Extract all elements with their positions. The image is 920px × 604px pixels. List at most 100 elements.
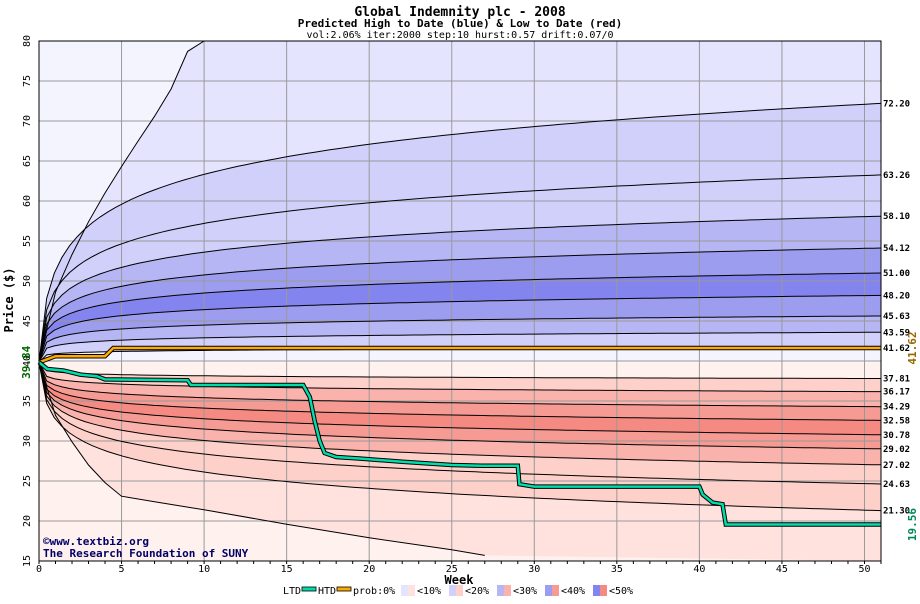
- band-lower-3: [39, 362, 881, 435]
- end-label-45.63: 45.63: [883, 312, 910, 322]
- upper-curve-72.20: [38, 102, 882, 363]
- end-label-24.63: 24.63: [883, 480, 910, 490]
- y-tick-label: 55: [22, 235, 33, 247]
- outer-upper-curve: [38, 40, 205, 363]
- end-label-32.58: 32.58: [883, 416, 910, 426]
- x-tick-label: 50: [858, 564, 870, 575]
- upper-curve-58.10: [38, 215, 882, 363]
- y-tick-label: 35: [22, 395, 33, 407]
- ltd-end-label: 19.56: [906, 508, 919, 541]
- y-tick-label: 65: [22, 155, 33, 167]
- x-tick-label: 25: [446, 564, 458, 575]
- band-lower-7: [39, 362, 881, 511]
- credit-org: The Research Foundation of SUNY: [43, 547, 249, 560]
- x-tick-label: 10: [198, 564, 210, 575]
- lower-curve-37.81: [38, 361, 881, 379]
- end-label-54.12: 54.12: [883, 244, 910, 254]
- upper-curve-51.00: [38, 272, 882, 363]
- lower-curve-24.63: [38, 362, 882, 485]
- lower-curve-30.78: [38, 362, 882, 436]
- lower-curve-36.17: [38, 362, 881, 393]
- legend-prob-label: prob:0%: [353, 586, 395, 597]
- legend-swatch-blue: [401, 585, 408, 596]
- band-upper-6: [39, 316, 881, 363]
- end-label-63.26: 63.26: [883, 171, 910, 181]
- upper-curve-45.63: [38, 315, 881, 363]
- legend-item-label: <20%: [465, 586, 489, 597]
- end-label-29.02: 29.02: [883, 445, 910, 455]
- end-label-27.02: 27.02: [883, 461, 910, 471]
- band-upper-1: [39, 174, 881, 363]
- credit-url: ©www.textbiz.org: [43, 535, 149, 548]
- htd-series: [38, 346, 881, 364]
- legend-item-label: <10%: [417, 586, 441, 597]
- y-tick-label: 75: [22, 75, 33, 87]
- y-tick-label: 25: [22, 475, 33, 487]
- end-label-36.17: 36.17: [883, 388, 910, 398]
- legend-swatch-blue: [593, 585, 600, 596]
- legend-ltd-label: LTD: [283, 586, 301, 597]
- y-tick-label: 60: [22, 195, 33, 207]
- band-upper-3: [39, 248, 881, 363]
- band-lower-6: [39, 362, 881, 484]
- y-tick-label: 45: [22, 315, 33, 327]
- band-lower-2: [39, 362, 881, 421]
- end-label-51.00: 51.00: [883, 269, 910, 279]
- y-tick-label: 70: [22, 115, 33, 127]
- upper-curve-54.12: [38, 247, 882, 363]
- legend-item-label: <30%: [513, 586, 537, 597]
- legend-swatch-blue: [449, 585, 456, 596]
- ltd-series: [38, 361, 881, 526]
- lower-curve-29.02: [38, 362, 882, 450]
- legend-swatch-red: [504, 585, 511, 596]
- legend-swatch-blue: [545, 585, 552, 596]
- y-tick-label: 50: [22, 275, 33, 287]
- y-axis-label: Price ($): [2, 267, 16, 332]
- x-tick-label: 40: [693, 564, 705, 575]
- upper-curve-63.26: [38, 174, 882, 363]
- end-label-34.29: 34.29: [883, 403, 910, 413]
- legend-swatch-blue: [497, 585, 504, 596]
- y-tick-label: 40: [22, 355, 33, 367]
- band-upper-0: [39, 103, 881, 363]
- band-lower-1: [39, 362, 881, 407]
- outer-lower-curve: [38, 362, 485, 556]
- upper-curve-43.59: [38, 331, 881, 363]
- x-tick-label: 15: [281, 564, 293, 575]
- x-tick-label: 30: [528, 564, 540, 575]
- legend-htd-label: HTD: [318, 586, 336, 597]
- y-tick-label: 15: [22, 555, 33, 567]
- y-tick-label: 30: [22, 435, 33, 447]
- x-tick-label: 45: [776, 564, 788, 575]
- end-label-72.20: 72.20: [883, 99, 910, 109]
- x-tick-label: 20: [363, 564, 375, 575]
- chart-title: Global Indemnity plc - 2008: [354, 5, 565, 20]
- band-lower-4: [39, 362, 881, 449]
- band-upper-5: [39, 295, 881, 363]
- legend-item-label: <40%: [561, 586, 585, 597]
- end-label-21.30: 21.30: [883, 507, 910, 517]
- x-tick-label: 35: [611, 564, 623, 575]
- x-tick-label: 0: [36, 564, 42, 575]
- band-lower-5: [39, 362, 881, 465]
- chart-params: vol:2.06% iter:2000 step:10 hurst:0.57 d…: [306, 30, 613, 41]
- legend-swatch-red: [408, 585, 415, 596]
- lower-curve-34.29: [38, 362, 882, 408]
- plot-frame: [38, 40, 882, 562]
- end-label-37.81: 37.81: [883, 375, 910, 385]
- legend-ltd-swatch: [301, 586, 317, 592]
- band-upper-4: [39, 273, 881, 363]
- legend-htd-swatch: [336, 586, 352, 592]
- chart-subtitle: Predicted High to Date (blue) & Low to D…: [298, 17, 623, 30]
- lower-curve-21.30: [38, 362, 882, 512]
- lower-curve-32.58: [38, 362, 882, 421]
- end-label-58.10: 58.10: [883, 212, 910, 222]
- start-price-label: 39.84: [20, 345, 33, 378]
- upper-curve-48.20: [38, 294, 882, 363]
- end-label-43.59: 43.59: [883, 328, 910, 338]
- x-tick-label: 5: [119, 564, 125, 575]
- x-axis-label: Week: [445, 573, 475, 587]
- end-label-41.62: 41.62: [883, 344, 910, 354]
